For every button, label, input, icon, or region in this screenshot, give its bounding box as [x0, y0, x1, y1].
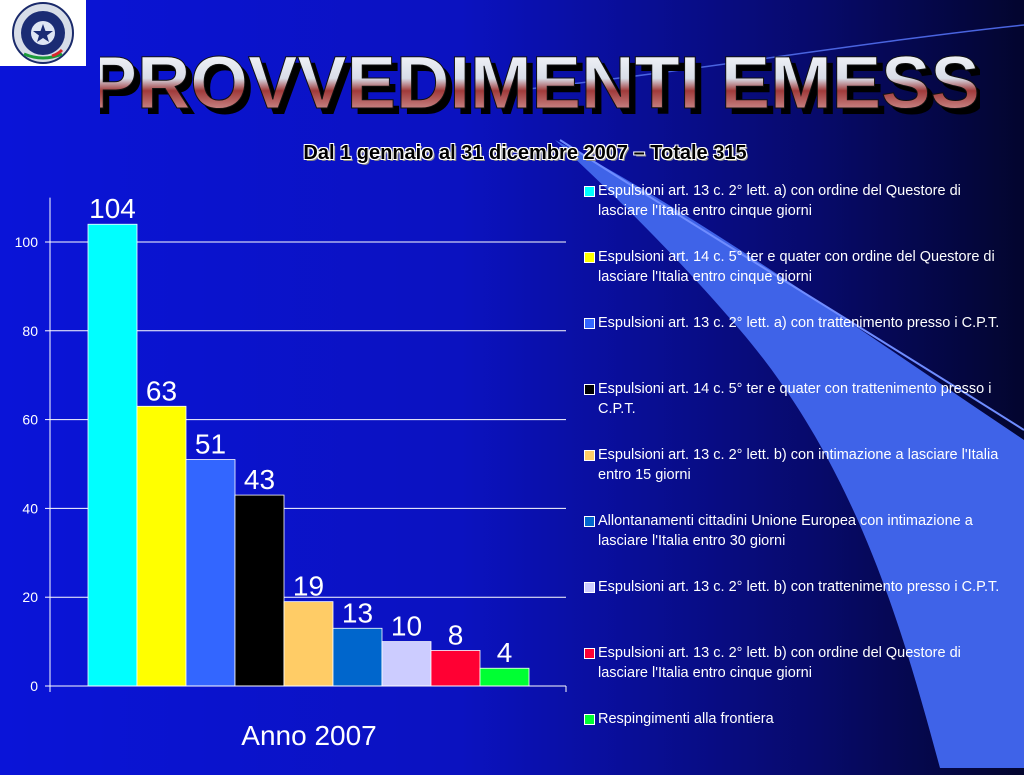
- legend-swatch: [584, 252, 595, 263]
- bar-value-label: 43: [244, 464, 275, 495]
- bar-value-label: 4: [497, 637, 513, 668]
- legend-item: Allontanamenti cittadini Unione Europea …: [584, 511, 1004, 577]
- legend-item: Espulsioni art. 13 c. 2° lett. a) con tr…: [584, 313, 1004, 379]
- x-axis-label: Anno 2007: [241, 720, 376, 751]
- legend-swatch: [584, 450, 595, 461]
- legend-label: Espulsioni art. 13 c. 2° lett. a) con tr…: [598, 315, 1000, 331]
- legend-label: Espulsioni art. 14 c. 5° ter e quater co…: [598, 381, 992, 417]
- bar-value-label: 13: [342, 597, 373, 628]
- legend-swatch: [584, 516, 595, 527]
- legend-label: Espulsioni art. 13 c. 2° lett. a) con or…: [598, 183, 961, 219]
- chart-title: Dal 1 gennaio al 31 dicembre 2007 – Tota…: [303, 142, 747, 164]
- legend-swatch: [584, 714, 595, 725]
- legend-label: Espulsioni art. 13 c. 2° lett. b) con or…: [598, 645, 961, 681]
- legend-swatch: [584, 648, 595, 659]
- legend-item: Espulsioni art. 13 c. 2° lett. b) con tr…: [584, 577, 1004, 643]
- bar: [87, 223, 138, 687]
- legend-item: Espulsioni art. 13 c. 2° lett. b) con in…: [584, 445, 1004, 511]
- ministry-logo: [0, 0, 86, 66]
- bar: [479, 667, 530, 687]
- legend-label: Espulsioni art. 14 c. 5° ter e quater co…: [598, 249, 995, 285]
- legend-swatch: [584, 582, 595, 593]
- legend-item: Espulsioni art. 13 c. 2° lett. b) con or…: [584, 643, 1004, 709]
- bar-value-label: 19: [293, 571, 324, 602]
- legend-label: Espulsioni art. 13 c. 2° lett. b) con tr…: [598, 579, 1000, 595]
- legend-item: Espulsioni art. 13 c. 2° lett. a) con or…: [584, 181, 1004, 247]
- main-title: PROVVEDIMENTI EMESSI PROVVEDIMENTI EMESS…: [100, 41, 980, 123]
- legend-item: Respingimenti alla frontiera: [584, 709, 1004, 775]
- title-shadow: PROVVEDIMENTI EMESSI: [100, 47, 980, 122]
- bar-value-label: 8: [448, 619, 464, 650]
- y-tick-label: 60: [22, 412, 38, 428]
- legend-label: Allontanamenti cittadini Unione Europea …: [598, 513, 973, 549]
- bar: [283, 601, 334, 687]
- legend-swatch: [584, 186, 595, 197]
- legend-label: Espulsioni art. 13 c. 2° lett. b) con in…: [598, 447, 999, 483]
- legend-item: Espulsioni art. 14 c. 5° ter e quater co…: [584, 247, 1004, 313]
- title-text: PROVVEDIMENTI EMESSI: [100, 41, 980, 122]
- bar: [430, 650, 481, 687]
- bar: [381, 641, 432, 687]
- bar-value-label: 104: [89, 193, 136, 224]
- y-tick-label: 100: [15, 234, 39, 250]
- chart-legend: Espulsioni art. 13 c. 2° lett. a) con or…: [584, 181, 1004, 775]
- bar-value-label: 10: [391, 611, 422, 642]
- legend-swatch: [584, 318, 595, 329]
- bar: [136, 405, 187, 687]
- legend-item: Espulsioni art. 14 c. 5° ter e quater co…: [584, 379, 1004, 445]
- y-tick-label: 80: [22, 323, 38, 339]
- bar: [234, 494, 285, 687]
- bar: [332, 627, 383, 687]
- y-tick-label: 40: [22, 500, 38, 516]
- legend-label: Respingimenti alla frontiera: [598, 711, 774, 727]
- bar-value-label: 51: [195, 429, 226, 460]
- y-tick-label: 0: [30, 678, 38, 694]
- legend-swatch: [584, 384, 595, 395]
- bar-value-label: 63: [146, 375, 177, 406]
- bar: [185, 459, 236, 687]
- y-tick-label: 20: [22, 589, 38, 605]
